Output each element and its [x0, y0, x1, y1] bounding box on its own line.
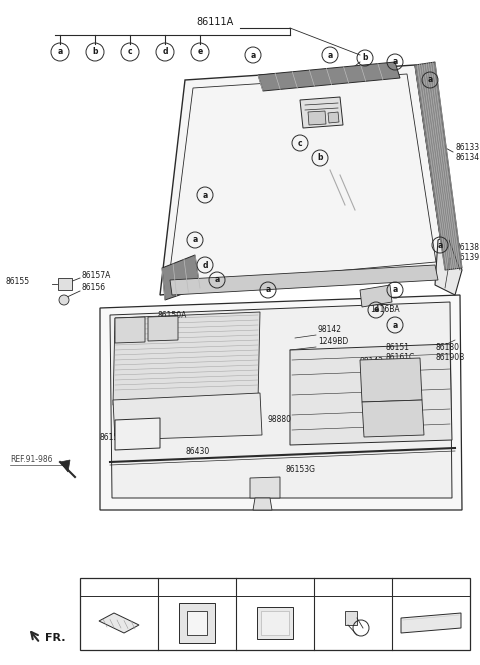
Text: 98142: 98142 — [360, 358, 384, 366]
Text: 86153H: 86153H — [100, 434, 130, 442]
Polygon shape — [308, 111, 326, 125]
Polygon shape — [257, 607, 293, 639]
Polygon shape — [362, 400, 424, 437]
Text: 86430: 86430 — [185, 448, 209, 456]
Polygon shape — [415, 62, 462, 270]
Text: 86131: 86131 — [345, 70, 369, 80]
Text: 86115: 86115 — [254, 583, 278, 591]
Polygon shape — [300, 97, 343, 128]
Text: 87115J: 87115J — [410, 583, 436, 591]
Text: e: e — [373, 305, 379, 315]
Text: a: a — [251, 51, 256, 59]
Text: a: a — [87, 584, 91, 590]
Text: b: b — [92, 47, 98, 57]
Text: 1249BD: 1249BD — [318, 338, 348, 346]
Text: 86155: 86155 — [5, 277, 29, 287]
Text: 98142: 98142 — [318, 325, 342, 334]
Text: d: d — [202, 261, 208, 269]
Text: 86157A: 86157A — [82, 271, 111, 279]
Polygon shape — [148, 316, 178, 341]
Polygon shape — [80, 578, 470, 650]
Text: c: c — [243, 584, 247, 590]
Polygon shape — [160, 65, 445, 295]
Text: c: c — [298, 138, 302, 148]
Text: b: b — [317, 154, 323, 162]
Text: FR.: FR. — [45, 633, 65, 643]
Polygon shape — [113, 393, 262, 440]
Text: e: e — [197, 47, 203, 57]
Text: 86156: 86156 — [82, 283, 106, 293]
Text: 86180: 86180 — [435, 344, 459, 352]
Text: 1416BA: 1416BA — [370, 305, 400, 315]
Text: 86133: 86133 — [455, 144, 479, 152]
Text: a: a — [58, 47, 62, 57]
Polygon shape — [345, 611, 357, 625]
Text: 98880: 98880 — [268, 416, 292, 424]
Text: 86190B: 86190B — [435, 354, 464, 362]
Circle shape — [59, 295, 69, 305]
Text: 86115B: 86115B — [332, 583, 361, 591]
Text: a: a — [392, 57, 397, 66]
Polygon shape — [258, 62, 400, 91]
Polygon shape — [435, 235, 462, 295]
Text: 86153G: 86153G — [285, 465, 315, 475]
Text: a: a — [437, 241, 443, 249]
Polygon shape — [360, 358, 422, 402]
Text: a: a — [203, 190, 208, 200]
Text: 86134: 86134 — [455, 154, 479, 162]
Text: 86138: 86138 — [455, 243, 479, 253]
Polygon shape — [115, 418, 160, 450]
Text: 86111A: 86111A — [196, 17, 234, 27]
Polygon shape — [250, 477, 280, 498]
Polygon shape — [261, 611, 289, 635]
Text: 86161C: 86161C — [385, 354, 414, 362]
Text: REF.91-986: REF.91-986 — [10, 456, 52, 464]
Polygon shape — [170, 265, 438, 295]
Polygon shape — [60, 460, 70, 472]
Text: a: a — [392, 285, 397, 295]
Polygon shape — [253, 498, 272, 510]
Text: a: a — [392, 321, 397, 329]
Text: d: d — [321, 584, 325, 590]
Polygon shape — [187, 611, 207, 635]
Polygon shape — [290, 344, 452, 445]
Text: 97257U: 97257U — [176, 583, 206, 591]
Polygon shape — [113, 312, 260, 405]
Text: e: e — [398, 584, 403, 590]
Text: d: d — [162, 47, 168, 57]
Polygon shape — [100, 295, 462, 510]
Polygon shape — [360, 285, 392, 307]
Text: 86124D: 86124D — [98, 583, 128, 591]
Text: 86150A: 86150A — [158, 311, 187, 319]
Polygon shape — [115, 317, 145, 343]
Polygon shape — [162, 255, 200, 300]
Text: a: a — [427, 76, 432, 84]
Text: 86153: 86153 — [390, 390, 414, 400]
Polygon shape — [110, 302, 452, 498]
Polygon shape — [401, 613, 461, 633]
Text: c: c — [128, 47, 132, 57]
Text: a: a — [265, 285, 271, 295]
Polygon shape — [99, 613, 139, 633]
Text: a: a — [327, 51, 333, 59]
Text: a: a — [215, 275, 220, 285]
Polygon shape — [179, 603, 215, 643]
Polygon shape — [328, 112, 339, 123]
Text: b: b — [165, 584, 169, 590]
Text: b: b — [362, 53, 368, 63]
Text: 86139: 86139 — [455, 253, 479, 263]
Polygon shape — [58, 278, 72, 290]
Text: a: a — [192, 235, 198, 245]
Text: 1249BD: 1249BD — [360, 370, 390, 378]
Text: 86151: 86151 — [385, 344, 409, 352]
